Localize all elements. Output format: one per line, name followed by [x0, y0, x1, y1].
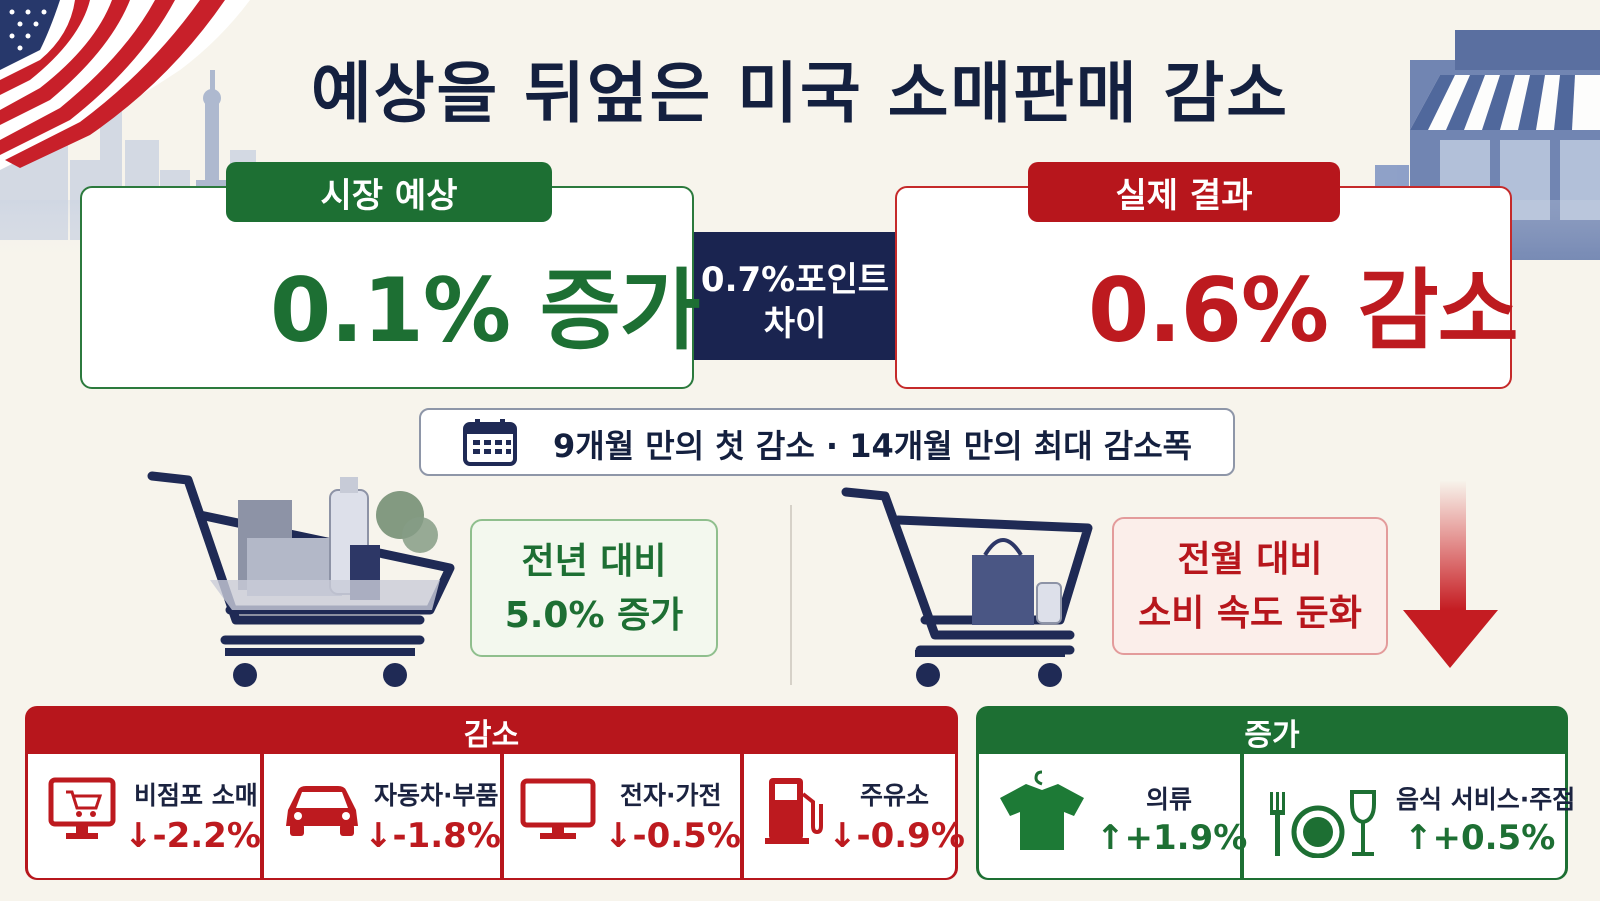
- increase-title: 증가: [1244, 718, 1300, 753]
- info-bar-text: 9개월 만의 첫 감소 · 14개월 만의 최대 감소폭: [553, 427, 1193, 465]
- difference-hexagon: [657, 232, 933, 360]
- difference-line2: 차이: [763, 304, 827, 344]
- category-card-electronics: [504, 754, 740, 878]
- mom-note-line2: 소비 속도 둔화: [1138, 593, 1362, 634]
- car-icon: [286, 786, 358, 836]
- category-label-clothing: 의류: [1146, 785, 1193, 814]
- yoy-note-line1: 전년 대비: [521, 541, 667, 582]
- divider: [790, 505, 792, 685]
- yoy-note-line2: 5.0% 증가: [504, 595, 684, 636]
- shopping-bag-icon: [972, 538, 1062, 625]
- category-value-clothing-text: +1.9%: [1124, 818, 1248, 858]
- category-card-nonstore: [28, 754, 260, 878]
- dining-icon: [1270, 790, 1376, 858]
- category-value-nonstore-text: -2.2%: [152, 816, 261, 856]
- category-value-auto-text: -1.8%: [392, 816, 501, 856]
- calendar-icon: [463, 419, 517, 466]
- page-title: 예상을 뒤엎은 미국 소매판매 감소: [311, 55, 1289, 132]
- difference-label: 0.7%포인트 차이: [657, 258, 933, 346]
- mom-note-line1: 전월 대비: [1177, 539, 1323, 580]
- expected-tag: 시장 예상: [226, 162, 552, 222]
- category-value-auto: ↓-1.8%: [364, 816, 501, 856]
- category-label-electronics: 전자·가전: [620, 781, 722, 810]
- difference-line1: 0.7%포인트: [700, 260, 890, 300]
- category-value-gas-text: -0.9%: [856, 816, 965, 856]
- decline-arrow-icon: [1403, 480, 1498, 668]
- category-value-electronics-text: -0.5%: [632, 816, 741, 856]
- category-value-nonstore: ↓-2.2%: [124, 816, 261, 856]
- expected-value: 0.1% 증가: [270, 259, 701, 362]
- category-label-auto: 자동차·부품: [374, 781, 499, 810]
- category-label-gas: 주유소: [860, 781, 930, 810]
- tv-monitor-icon: [520, 778, 596, 839]
- decrease-title: 감소: [463, 718, 520, 753]
- info-bar: [419, 408, 1235, 476]
- groceries-icon: [210, 477, 440, 610]
- mom-note: 전월 대비 소비 속도 둔화: [1112, 517, 1388, 655]
- us-flag-icon: [0, 0, 250, 170]
- category-label-dining: 음식 서비스·주점: [1396, 785, 1576, 814]
- category-value-electronics: ↓-0.5%: [604, 816, 741, 856]
- category-value-dining-text: +0.5%: [1432, 818, 1556, 858]
- tshirt-icon: [1000, 770, 1084, 850]
- gas-pump-icon: [765, 778, 823, 844]
- online-shopping-monitor-icon: [48, 777, 116, 839]
- actual-tag: 실제 결과: [1028, 162, 1340, 222]
- sparse-shopping-cart-icon: [841, 487, 1093, 655]
- category-value-gas: ↓-0.9%: [828, 816, 965, 856]
- category-label-nonstore: 비점포 소매: [134, 781, 258, 810]
- category-value-dining: ↑+0.5%: [1404, 818, 1556, 858]
- actual-value: 0.6% 감소: [1088, 259, 1519, 362]
- yoy-note: 전년 대비 5.0% 증가: [470, 519, 718, 657]
- category-value-clothing: ↑+1.9%: [1096, 818, 1248, 858]
